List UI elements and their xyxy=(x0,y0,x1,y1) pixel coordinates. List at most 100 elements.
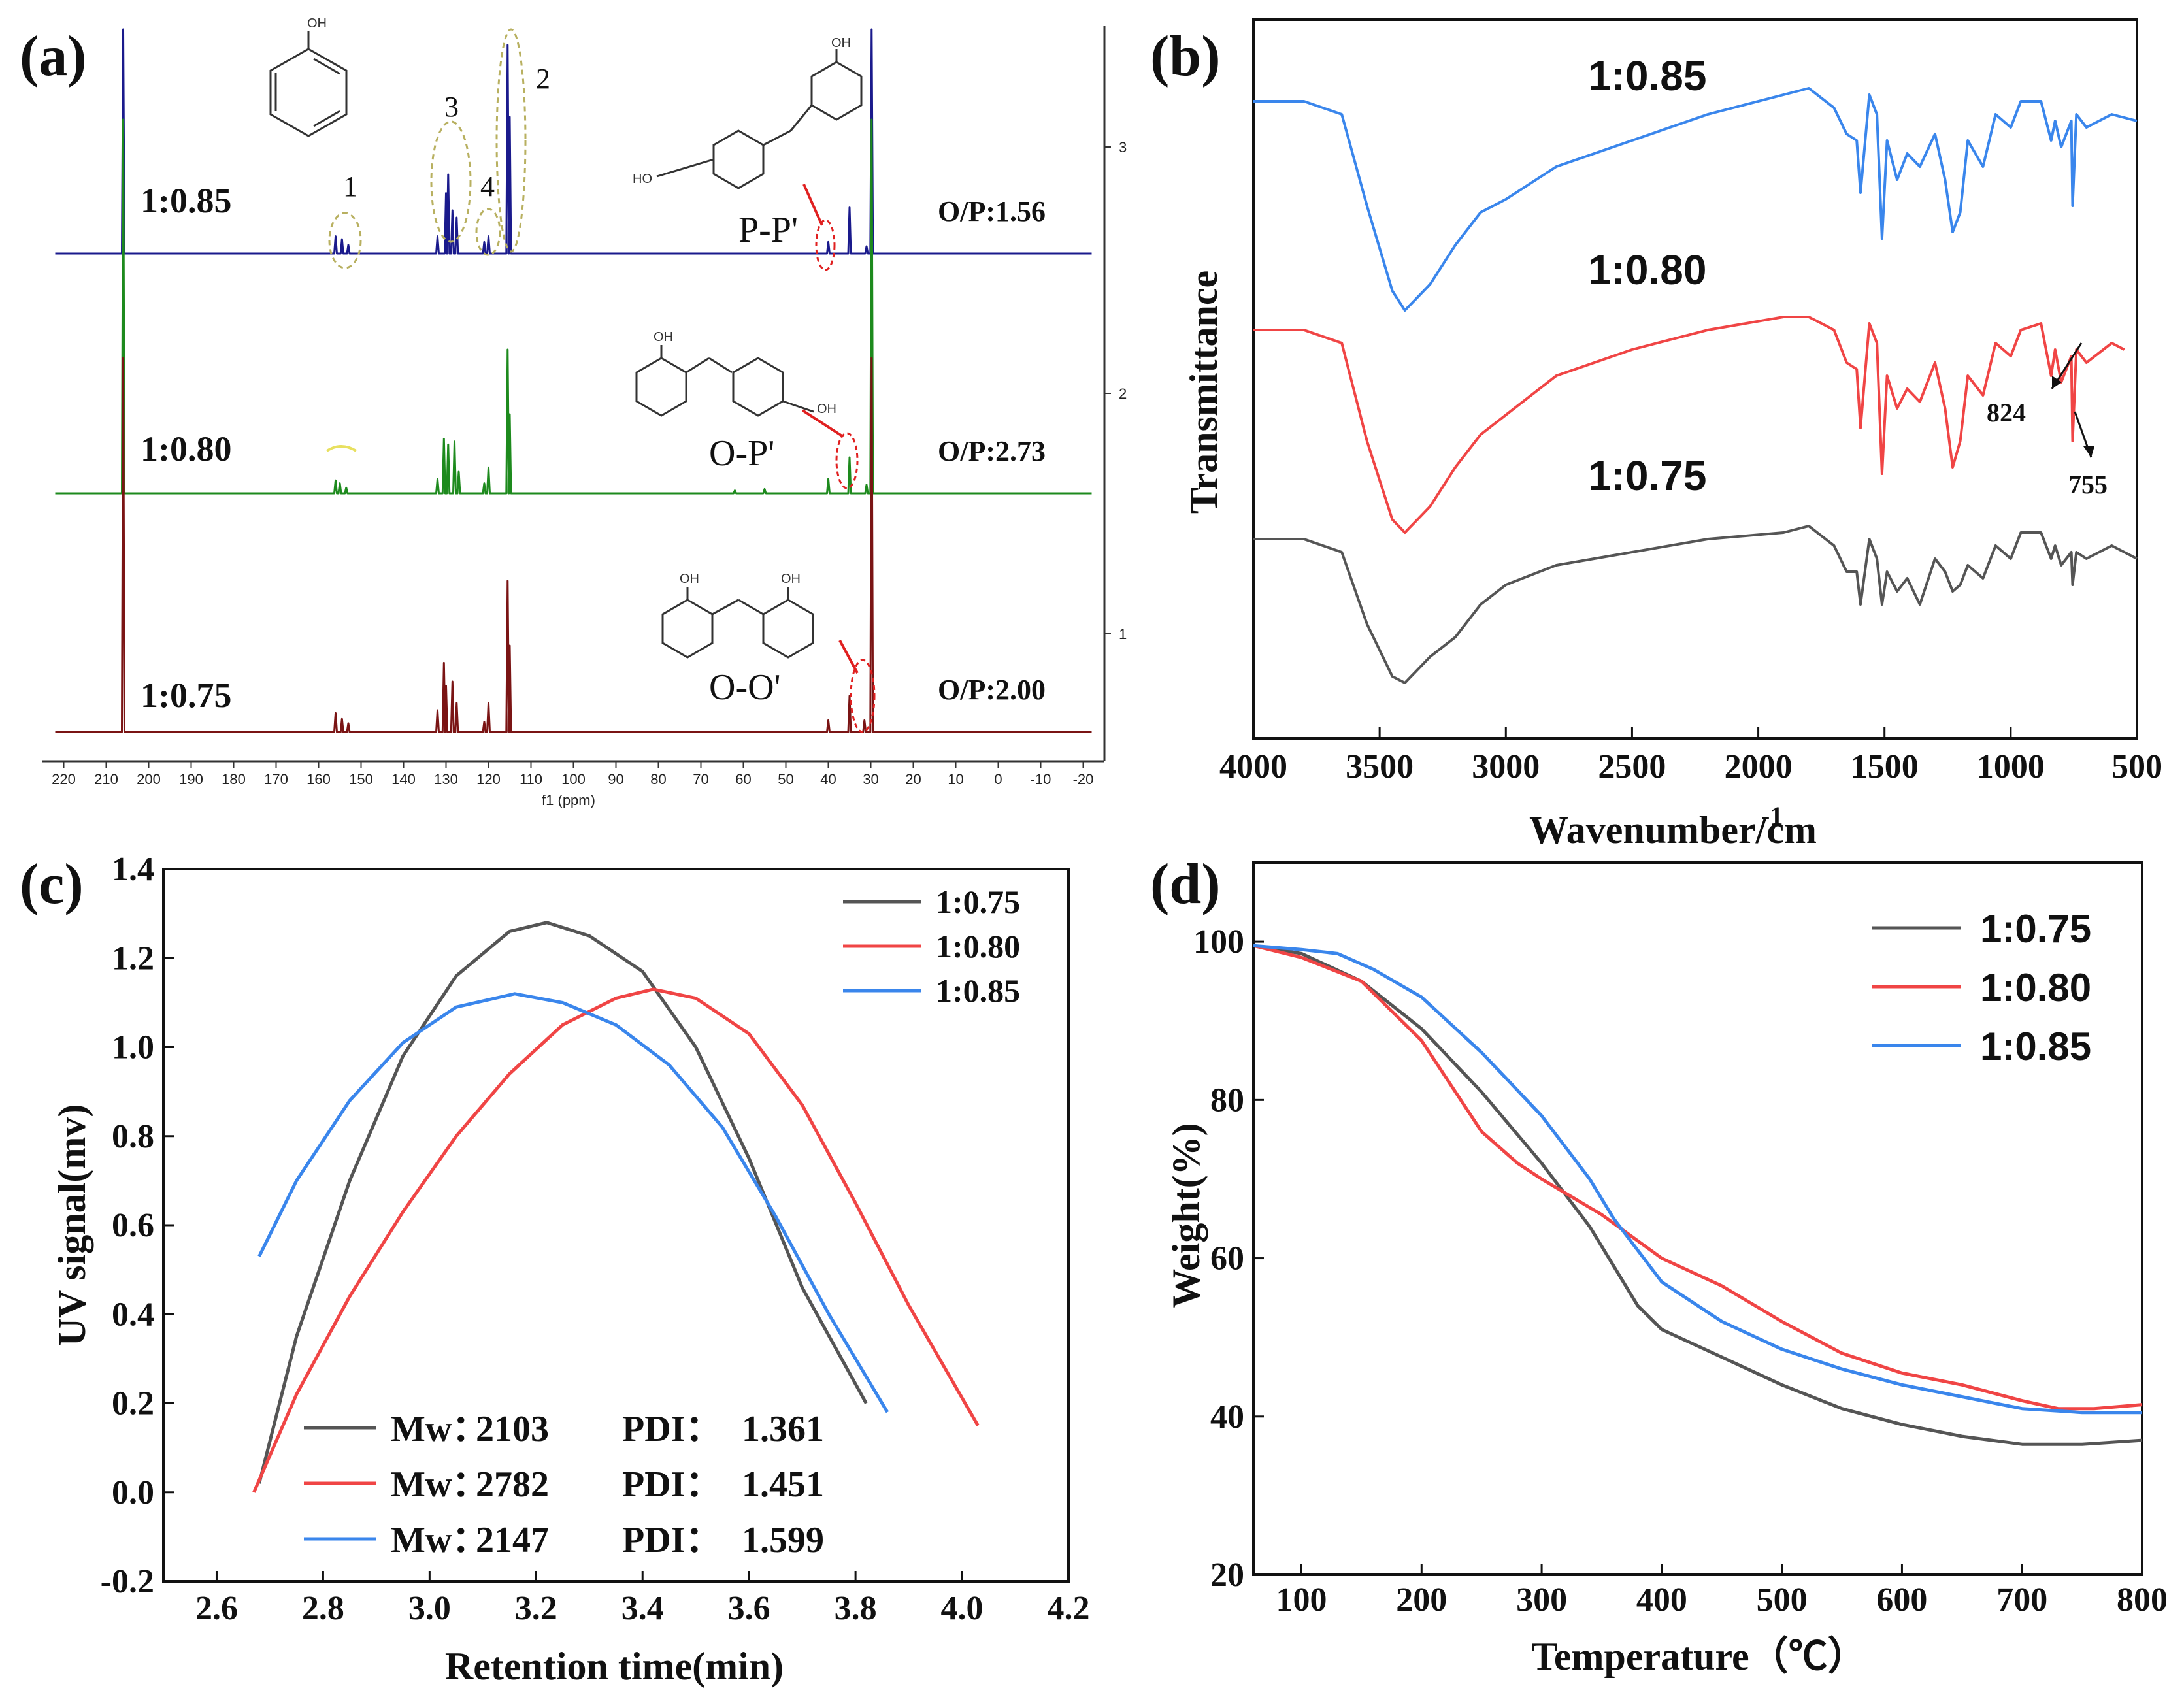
c-pdi-label-1: PDI： xyxy=(622,1464,721,1505)
a-op-oh2: OH xyxy=(817,402,836,416)
a-yellow-mark xyxy=(325,445,357,452)
a-x-tick-label-10: 120 xyxy=(476,771,501,787)
b-x-tick-label-2: 3000 xyxy=(1472,748,1540,785)
a-red-pointer-op xyxy=(801,409,844,438)
d-x-tick-label-6: 700 xyxy=(1996,1581,2047,1619)
c-mw-label-2: Mw： xyxy=(391,1520,488,1560)
a-phenol-oh: OH xyxy=(307,16,327,31)
c-y-tick-label-1: 0.0 xyxy=(112,1474,154,1511)
c-mw-value-0: 2103 xyxy=(476,1409,549,1449)
b-arrow-824-head xyxy=(2052,376,2062,389)
a-x-tick-label-22: 0 xyxy=(994,771,1002,787)
c-mw-label-0: Mw： xyxy=(391,1409,488,1449)
a-x-ticks: 220 210 200 190 180 170 160 150 140 130 120 110 100 9… xyxy=(52,761,1093,787)
a-op-ratio-075: O/P:2.00 xyxy=(938,674,1046,706)
b-ratio-label-085: 1:0.85 xyxy=(1588,52,1706,99)
a-x-tick-label-24: -20 xyxy=(1073,771,1094,787)
a-oo-oh1: OH xyxy=(680,572,699,586)
d-y-axis-label: Weight(%) xyxy=(1165,1123,1208,1308)
a-right-tick-label-0: 3 xyxy=(1119,139,1127,156)
a-x-tick-label-12: 100 xyxy=(561,771,586,787)
a-x-tick-label-20: 20 xyxy=(905,771,921,787)
a-x-tick-label-21: 10 xyxy=(948,771,963,787)
b-series xyxy=(1253,87,2138,684)
c-y-tick-label-4: 0.6 xyxy=(112,1207,154,1244)
b-arrow-755-head xyxy=(2083,446,2094,457)
a-spectrum-1075 xyxy=(55,357,1092,733)
c-x-tick-label-1: 2.8 xyxy=(302,1590,344,1627)
a-red-ellipse-oo xyxy=(850,659,876,733)
c-x-tick-label-3: 3.2 xyxy=(515,1590,557,1627)
b-ratio-label-075: 1:0.75 xyxy=(1588,452,1706,499)
b-x-tick-label-0: 4000 xyxy=(1219,748,1287,785)
b-annotation-755: 755 xyxy=(2068,470,2108,499)
d-y-tick-label-1: 40 xyxy=(1210,1398,1244,1436)
a-op-structure xyxy=(635,345,814,417)
a-peak-label-2: 2 xyxy=(536,63,550,95)
d-x-tick-label-1: 200 xyxy=(1396,1581,1447,1619)
a-x-axis-label: f1 (ppm) xyxy=(542,792,595,808)
b-frame xyxy=(1252,18,2138,740)
d-legend-label-1: 1:0.80 xyxy=(1980,966,2091,1010)
d-x-axis-label: Temperature（℃） xyxy=(1531,1634,1866,1678)
c-ticks: 2.6 2.8 3.0 3.2 3.4 3.6 3.8 4.0 4.2 -0.2 0.0 0.2 0.4… xyxy=(101,851,1090,1627)
a-isomer-oo: O-O' xyxy=(709,667,781,708)
panel-d-label: (d) xyxy=(1150,853,1221,916)
a-x-tick-label-1: 210 xyxy=(94,771,118,787)
panel-d: (d) 100 200 300 400 500 600 700 800 20 40 60 80100 … xyxy=(1150,853,2168,1678)
c-x-tick-label-6: 3.8 xyxy=(835,1590,877,1627)
d-x-tick-label-3: 400 xyxy=(1636,1581,1687,1619)
a-right-tick-label-1: 2 xyxy=(1119,386,1127,402)
b-x-tick-label-1: 3500 xyxy=(1346,748,1414,785)
a-peak-label-3: 3 xyxy=(444,91,459,123)
c-series-1075 xyxy=(257,921,868,1484)
a-x-tick-label-16: 60 xyxy=(735,771,751,787)
b-y-axis-label: Transmittance xyxy=(1182,271,1225,514)
a-x-tick-label-23: -10 xyxy=(1031,771,1051,787)
c-x-tick-label-4: 3.4 xyxy=(621,1590,664,1627)
a-ellipse-peak-4 xyxy=(475,208,501,256)
c-pdi-label-0: PDI： xyxy=(622,1409,721,1449)
d-x-tick-label-0: 100 xyxy=(1276,1581,1327,1619)
c-pdi-value-0: 1.361 xyxy=(742,1409,824,1449)
a-red-ellipse-pp xyxy=(815,219,836,271)
c-pdi-value-1: 1.451 xyxy=(742,1464,824,1505)
d-legend-label-0: 1:0.75 xyxy=(1980,907,2091,951)
c-mw-label-1: Mw： xyxy=(391,1464,488,1505)
d-series-1080 xyxy=(1253,944,2143,1411)
a-x-tick-label-18: 40 xyxy=(820,771,836,787)
b-x-tick-label-7: 500 xyxy=(2111,748,2162,785)
b-series-1085 xyxy=(1253,87,2138,312)
a-peak-label-4: 4 xyxy=(480,171,495,203)
a-oo-structure xyxy=(661,587,814,659)
d-frame xyxy=(1252,861,2143,1576)
c-y-tick-label-3: 0.4 xyxy=(112,1296,154,1333)
c-y-tick-label-5: 0.8 xyxy=(112,1118,154,1155)
b-annotation-824: 824 xyxy=(1987,398,2026,427)
svg-text:Wavenumber/cm: Wavenumber/cm xyxy=(1529,808,1817,851)
a-spectrum-1080 xyxy=(55,118,1092,495)
c-series-1085 xyxy=(257,992,889,1413)
b-ratio-label-080: 1:0.80 xyxy=(1588,246,1706,293)
panel-a: (a) 220 210 200 190 180 170 160 150 140 130 120 110… xyxy=(20,16,1127,808)
panel-a-label: (a) xyxy=(20,25,87,88)
b-x-axis-label: Wavenumber/cm -1 xyxy=(1529,801,1817,851)
c-legend-label-0: 1:0.75 xyxy=(936,883,1020,920)
d-y-tick-label-0: 20 xyxy=(1210,1557,1244,1594)
a-peak-label-1: 1 xyxy=(343,171,357,203)
b-x-tick-label-3: 2500 xyxy=(1598,748,1666,785)
d-x-tick-label-7: 800 xyxy=(2117,1581,2168,1619)
a-pp-ho: HO xyxy=(633,172,652,186)
c-series-1080 xyxy=(252,987,980,1493)
a-x-tick-label-3: 190 xyxy=(179,771,203,787)
a-spectra xyxy=(55,28,1092,733)
c-series xyxy=(252,921,980,1493)
c-frame xyxy=(162,868,1070,1583)
d-x-tick-label-2: 300 xyxy=(1516,1581,1567,1619)
d-legend-label-2: 1:0.85 xyxy=(1980,1025,2091,1068)
a-right-ticks: 3 2 1 xyxy=(1104,139,1127,642)
c-x-tick-label-5: 3.6 xyxy=(728,1590,770,1627)
b-x-ticks: 4000 3500 3000 2500 2000 1500 1000 500 xyxy=(1219,727,2162,785)
